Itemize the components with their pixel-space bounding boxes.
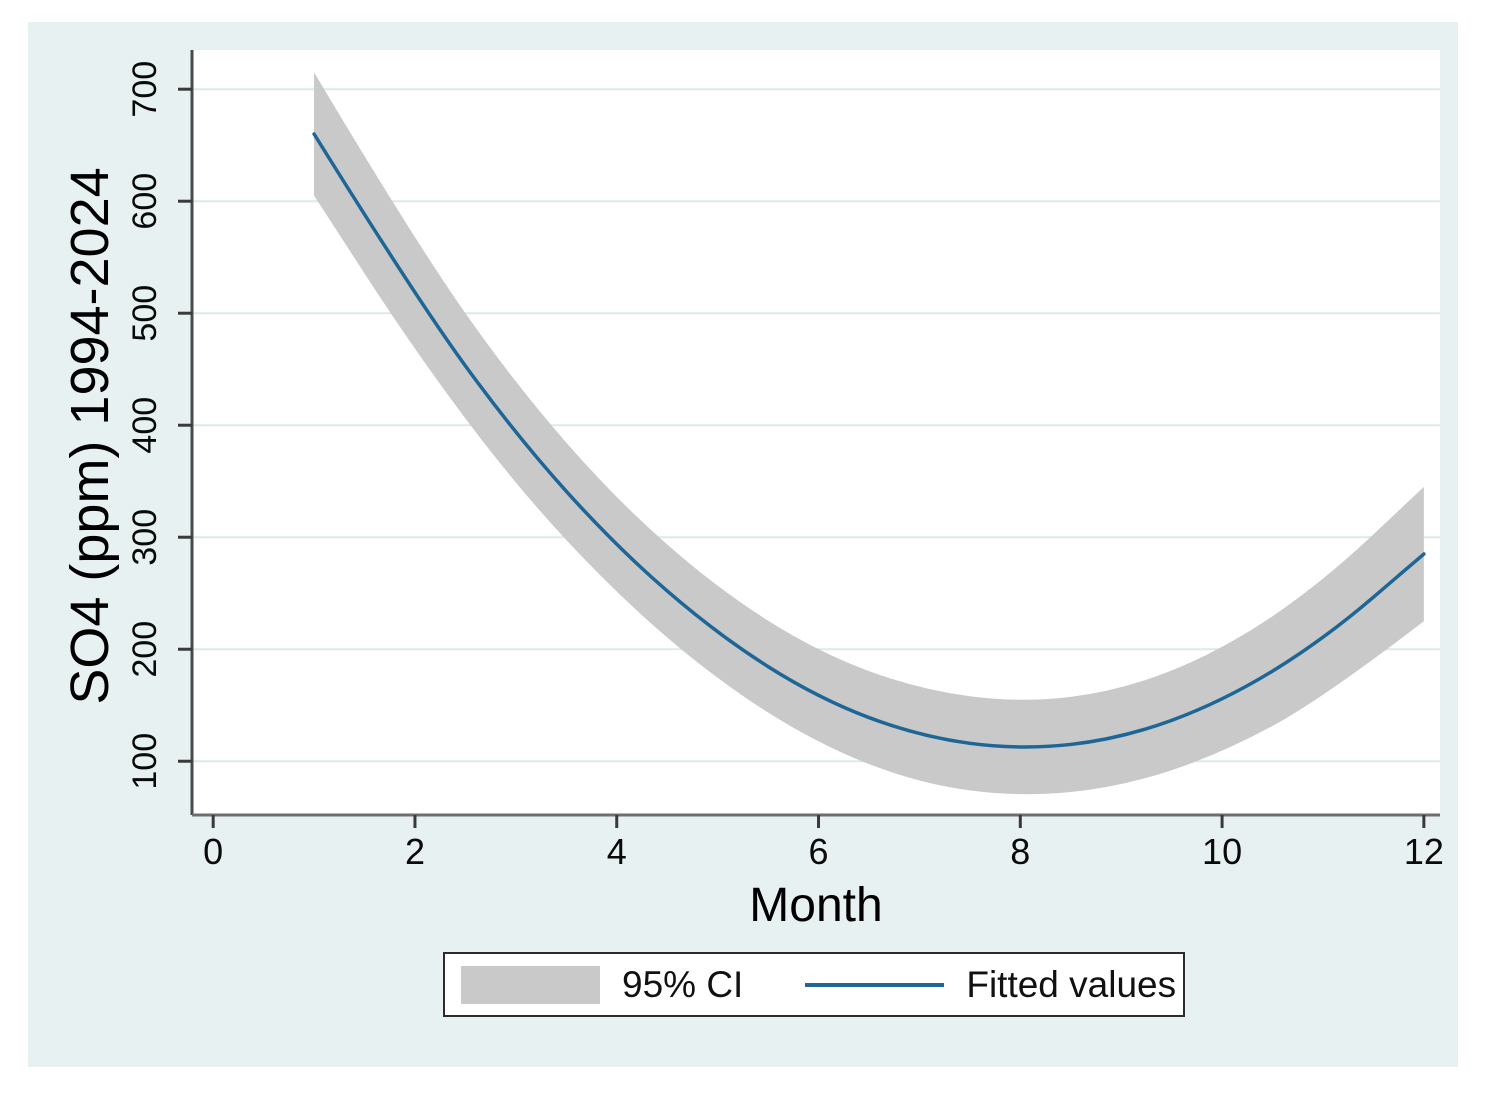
y-tick-label: 400 [126,397,164,454]
fitted-line [312,132,1426,749]
legend-label-ci: 95% CI [622,963,744,1005]
x-tick-label: 4 [607,831,627,872]
chart-figure: 100 200 300 400 500 600 700 0 2 4 6 8 10 12 SO4 (ppm)… [28,22,1458,1067]
plot-canvas: 100 200 300 400 500 600 700 0 2 4 6 8 10 12 [126,50,1444,872]
x-tick-label: 2 [405,831,425,872]
x-tick-label: 0 [203,831,223,872]
y-tick-label: 700 [126,61,164,118]
x-tick-label: 6 [809,831,829,872]
x-tick-label: 10 [1202,831,1242,872]
x-tick-label: 12 [1404,831,1444,872]
ci-band-swatch [461,965,600,1004]
y-tick-label: 300 [126,509,164,566]
legend-label-fitted: Fitted values [966,963,1177,1005]
legend: 95% CI Fitted values [443,952,1185,1017]
ci-band [314,72,1424,795]
y-tick-label: 100 [126,733,164,790]
fitted-line-swatch [805,982,945,987]
y-tick-label: 200 [126,621,164,678]
y-axis-title: SO4 (ppm) 1994-2024 [60,167,120,705]
x-tick-label: 8 [1010,831,1030,872]
x-axis-title: Month [749,879,883,932]
y-tick-label: 600 [126,173,164,230]
y-tick-label: 500 [126,285,164,342]
